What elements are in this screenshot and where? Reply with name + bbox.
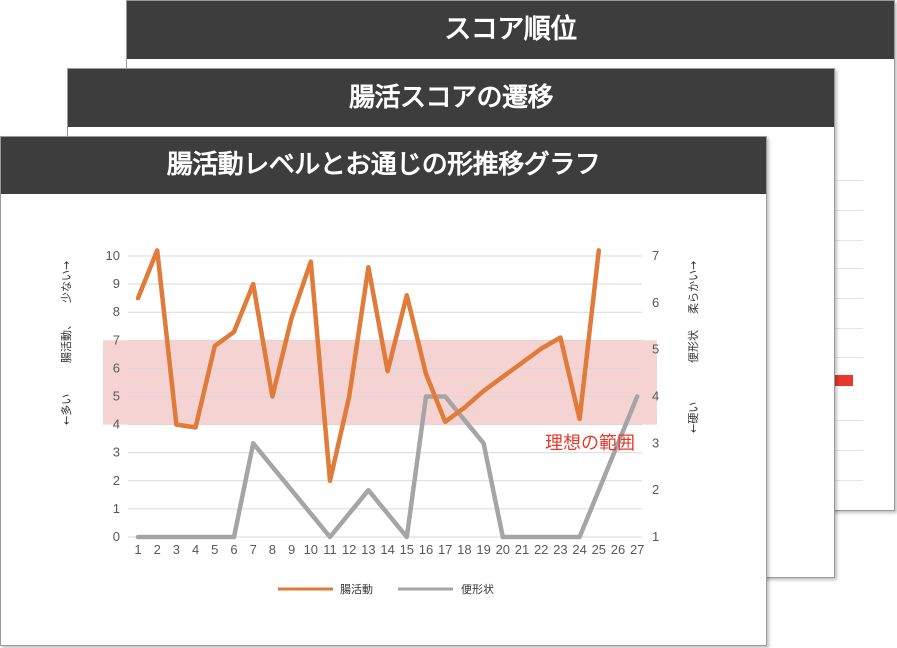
chart-card-title: 腸活動レベルとお通じの形推移グラフ — [1, 137, 766, 194]
x-axis-tick: 27 — [630, 542, 644, 557]
left-axis-tick: 10 — [106, 248, 120, 263]
stool-shape-line — [135, 394, 640, 540]
left-axis-label-top: 少ない→ — [60, 261, 73, 303]
left-axis-tick: 1 — [113, 501, 120, 516]
left-axis-tick: 5 — [113, 389, 120, 404]
left-axis-label-bottom: ←多い — [59, 394, 73, 425]
x-axis-tick: 14 — [380, 542, 394, 557]
ideal-range-label: 理想の範囲 — [545, 433, 635, 454]
legend-gut-activity-label: 腸活動 — [340, 582, 373, 596]
ranking-divider — [835, 180, 863, 181]
ranking-divider — [835, 298, 863, 299]
x-axis-tick: 12 — [342, 542, 356, 557]
x-axis-tick: 11 — [323, 542, 337, 557]
left-axis-tick: 3 — [113, 445, 120, 460]
x-axis-tick: 9 — [288, 542, 295, 557]
left-axis-tick: 4 — [113, 417, 120, 432]
x-axis-tick: 3 — [173, 542, 180, 557]
gut-activity-line — [135, 248, 602, 484]
x-axis-tick: 23 — [553, 542, 567, 557]
right-axis-tick: 6 — [652, 295, 659, 310]
x-axis-tick: 8 — [269, 542, 276, 557]
x-axis-tick: 25 — [592, 542, 606, 557]
ranking-divider — [835, 480, 863, 481]
left-axis-tick: 6 — [113, 360, 120, 375]
x-axis-tick: 1 — [134, 542, 141, 557]
right-axis-label-mid: 便形状 — [686, 330, 700, 363]
x-axis-tick: 13 — [361, 542, 375, 557]
ideal-range-band — [103, 340, 657, 425]
legend-stool-shape-label: 便形状 — [461, 582, 494, 596]
score-ranking-title: スコア順位 — [127, 1, 894, 59]
left-axis-label-mid: 腸活動、 — [59, 319, 73, 363]
ranking-divider — [835, 240, 863, 241]
x-axis-tick: 24 — [572, 542, 586, 557]
right-axis-tick: 4 — [652, 389, 659, 404]
x-axis-tick: 20 — [496, 542, 510, 557]
x-axis-tick: 4 — [192, 542, 199, 557]
left-axis-tick: 8 — [113, 304, 120, 319]
ranking-divider — [835, 328, 863, 329]
x-axis-tick: 18 — [457, 542, 471, 557]
right-axis-tick: 2 — [652, 482, 659, 497]
ranking-divider — [835, 450, 863, 451]
x-axis-tick: 6 — [230, 542, 237, 557]
right-axis-label-top: 柔らかい→ — [687, 261, 700, 314]
ranking-divider — [835, 268, 863, 269]
x-axis-tick: 26 — [611, 542, 625, 557]
gut-score-transition-title: 腸活スコアの遷移 — [68, 69, 834, 127]
x-axis-tick: 19 — [476, 542, 490, 557]
ranking-divider — [835, 420, 863, 421]
right-axis-tick: 7 — [652, 248, 659, 263]
right-axis-label-bottom: ←硬い — [687, 402, 700, 433]
x-axis-tick: 7 — [250, 542, 257, 557]
x-axis-tick: 5 — [211, 542, 218, 557]
right-axis-tick: 3 — [652, 435, 659, 450]
x-axis-tick: 17 — [438, 542, 452, 557]
right-axis-tick: 5 — [652, 342, 659, 357]
x-axis-tick: 10 — [304, 542, 318, 557]
left-axis-tick: 9 — [113, 276, 120, 291]
x-axis-tick: 2 — [154, 542, 161, 557]
ranking-divider — [835, 210, 863, 211]
left-axis-tick: 7 — [113, 332, 120, 347]
right-axis-tick: 1 — [652, 529, 659, 544]
ranking-highlight-bar — [835, 375, 853, 386]
x-axis-tick: 15 — [400, 542, 414, 557]
x-axis-tick: 21 — [515, 542, 529, 557]
left-axis-tick: 0 — [113, 529, 120, 544]
x-axis-tick: 16 — [419, 542, 433, 557]
left-axis-tick: 2 — [113, 473, 120, 488]
ranking-divider — [835, 357, 863, 358]
x-axis-tick: 22 — [534, 542, 548, 557]
